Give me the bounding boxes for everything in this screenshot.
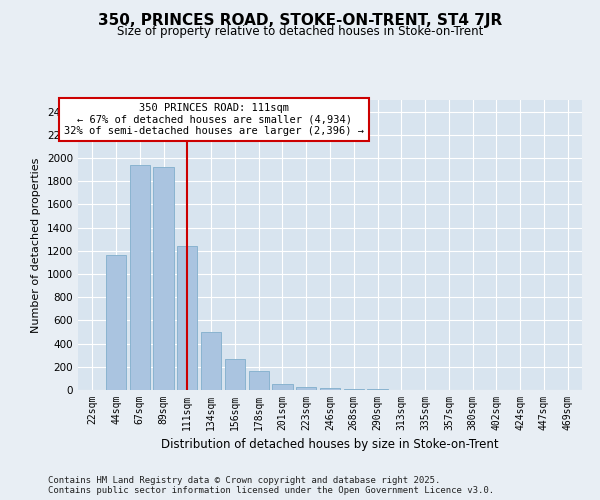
- Bar: [154, 168, 173, 390]
- Bar: [320, 388, 340, 390]
- Bar: [177, 246, 197, 390]
- Bar: [272, 384, 293, 390]
- Y-axis label: Number of detached properties: Number of detached properties: [31, 158, 41, 332]
- Bar: [225, 358, 245, 390]
- X-axis label: Distribution of detached houses by size in Stoke-on-Trent: Distribution of detached houses by size …: [161, 438, 499, 452]
- Bar: [248, 372, 269, 390]
- Text: 350 PRINCES ROAD: 111sqm
← 67% of detached houses are smaller (4,934)
32% of sem: 350 PRINCES ROAD: 111sqm ← 67% of detach…: [64, 103, 364, 136]
- Text: Contains HM Land Registry data © Crown copyright and database right 2025.: Contains HM Land Registry data © Crown c…: [48, 476, 440, 485]
- Bar: [296, 386, 316, 390]
- Text: Size of property relative to detached houses in Stoke-on-Trent: Size of property relative to detached ho…: [117, 25, 483, 38]
- Bar: [344, 389, 364, 390]
- Bar: [201, 332, 221, 390]
- Text: Contains public sector information licensed under the Open Government Licence v3: Contains public sector information licen…: [48, 486, 494, 495]
- Bar: [130, 165, 150, 390]
- Bar: [106, 256, 126, 390]
- Text: 350, PRINCES ROAD, STOKE-ON-TRENT, ST4 7JR: 350, PRINCES ROAD, STOKE-ON-TRENT, ST4 7…: [98, 12, 502, 28]
